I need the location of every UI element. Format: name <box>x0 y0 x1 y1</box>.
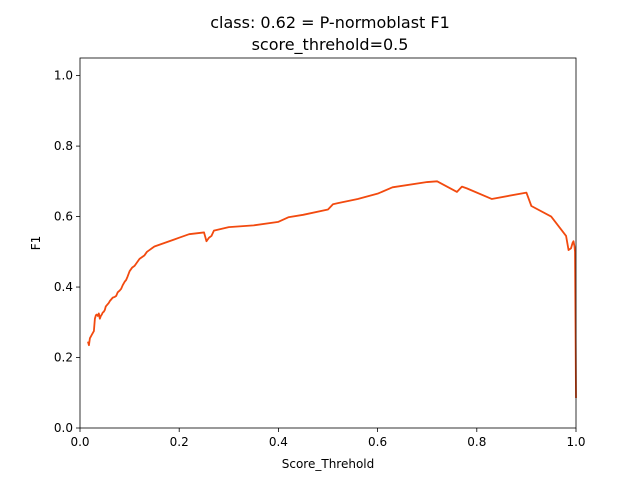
y-tick-label: 0.6 <box>54 210 73 224</box>
x-axis-ticks: 0.0 0.2 0.4 0.6 0.8 1.0 <box>70 428 586 449</box>
y-tick-label: 0.8 <box>54 139 73 153</box>
x-tick-label: 0.2 <box>170 435 189 449</box>
chart-subtitle: score_threhold=0.5 <box>252 35 409 55</box>
x-tick-label: 0.8 <box>467 435 486 449</box>
y-tick-label: 0.0 <box>54 421 73 435</box>
y-axis-label: F1 <box>29 236 43 251</box>
y-tick-label: 0.2 <box>54 351 73 365</box>
f1-series-line <box>87 180 577 399</box>
plot-area <box>87 180 577 399</box>
y-axis-ticks: 0.0 0.2 0.4 0.6 0.8 1.0 <box>54 69 80 435</box>
y-tick-label: 1.0 <box>54 69 73 83</box>
x-tick-label: 0.6 <box>368 435 387 449</box>
x-axis-label: Score_Threhold <box>282 457 375 471</box>
y-tick-label: 0.4 <box>54 280 73 294</box>
x-tick-label: 0.0 <box>70 435 89 449</box>
x-tick-label: 1.0 <box>566 435 585 449</box>
axes-frame <box>79 57 577 429</box>
chart-title: class: 0.62 = P-normoblast F1 <box>210 13 450 32</box>
x-tick-label: 0.4 <box>269 435 288 449</box>
